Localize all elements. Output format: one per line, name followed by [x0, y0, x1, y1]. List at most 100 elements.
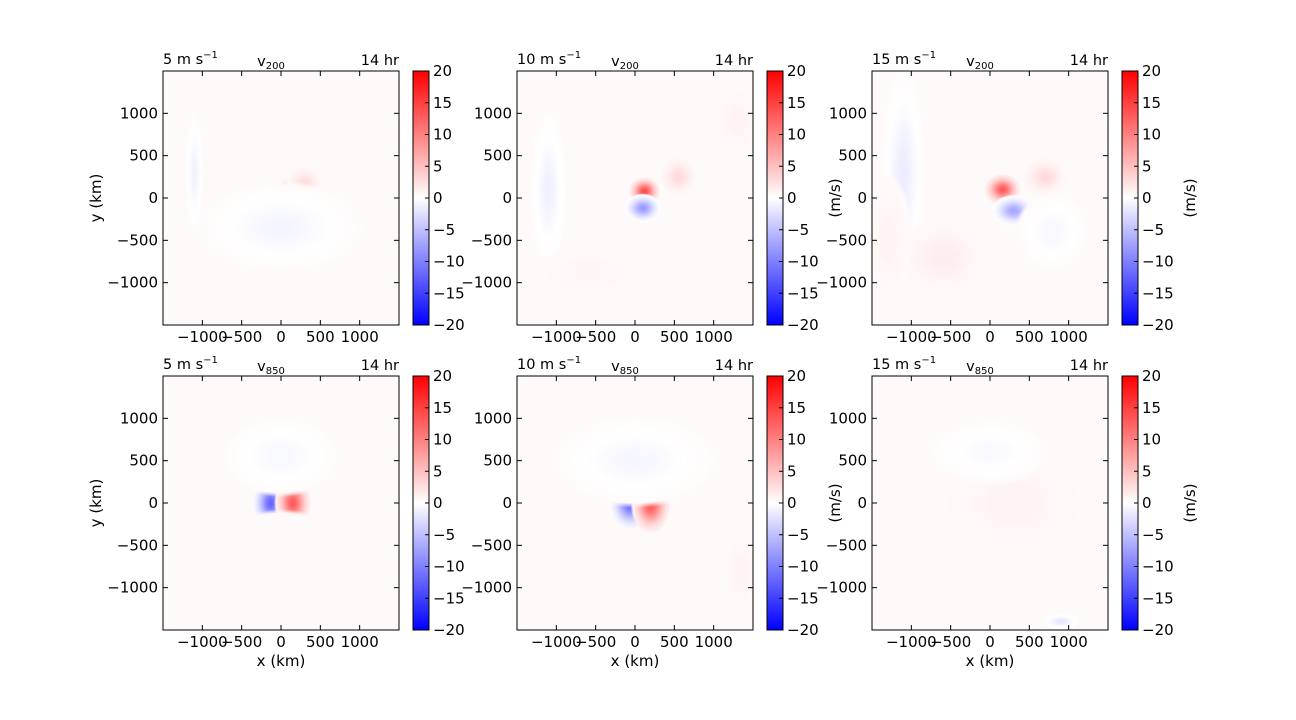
- field-features: [218, 415, 344, 591]
- field-feature: [872, 172, 913, 309]
- y-tick-label: 0: [502, 189, 512, 207]
- x-tick-label: −1000: [886, 633, 937, 651]
- y-tick-label: 0: [857, 189, 867, 207]
- colorbar-tick-label: 0: [787, 494, 797, 512]
- y-tick-label: −500: [471, 231, 512, 249]
- colorbar-label: (m/s): [826, 483, 844, 522]
- colorbar-tick-label: 5: [1142, 157, 1152, 175]
- colorbar-tick-label: −20: [433, 316, 465, 334]
- colorbar-tick-label: 20: [1142, 367, 1161, 385]
- time-label: 14 hr: [715, 358, 753, 374]
- colorbar-tick-label: 5: [787, 462, 797, 480]
- x-tick-label: −500: [930, 328, 971, 346]
- colorbar-tick-label: −20: [787, 621, 819, 639]
- field-feature: [659, 156, 698, 198]
- time-label: 14 hr: [1070, 358, 1108, 374]
- colorbar-tick-label: −10: [1142, 558, 1174, 576]
- speed-label: 15 m s−1: [872, 355, 936, 373]
- colorbar-tick-label: −10: [433, 558, 465, 576]
- x-tick-label: −1000: [177, 633, 228, 651]
- field-features: [524, 81, 753, 302]
- field-feature: [712, 81, 753, 163]
- colorbar-tick-label: 10: [1142, 126, 1161, 144]
- field-feature: [524, 247, 651, 302]
- field-feature: [892, 216, 994, 298]
- speed-label: 15 m s−1: [872, 50, 936, 68]
- colorbar-tick-label: 20: [1142, 62, 1161, 80]
- field-features: [872, 71, 1091, 309]
- x-tick-label: 500: [660, 633, 689, 651]
- y-tick-label: 500: [483, 452, 512, 470]
- colorbar-tick-label: −20: [433, 621, 465, 639]
- colorbar-label: (m/s): [1181, 483, 1199, 522]
- colorbar-tick-label: −5: [1142, 221, 1164, 239]
- colorbar-tick-label: 15: [1142, 399, 1161, 417]
- x-axis-label: x (km): [611, 652, 660, 670]
- y-tick-label: −500: [826, 536, 867, 554]
- colorbar-tick-label: 10: [787, 126, 806, 144]
- colorbar-tick-label: −15: [433, 284, 465, 302]
- colorbar-tick-label: −5: [1142, 526, 1164, 544]
- time-label: 14 hr: [715, 53, 753, 69]
- panel-title: v850: [257, 359, 285, 377]
- speed-label: 5 m s−1: [163, 50, 218, 68]
- speed-label: 5 m s−1: [163, 355, 218, 373]
- y-tick-label: 1000: [829, 409, 867, 427]
- x-tick-label: 0: [630, 328, 640, 346]
- x-tick-label: 0: [276, 328, 286, 346]
- field-feature: [623, 193, 662, 224]
- colorbar-tick-label: −10: [787, 558, 819, 576]
- field-feature: [1041, 613, 1080, 630]
- colorbar-tick-label: 15: [1142, 94, 1161, 112]
- colorbar-tick-label: −5: [433, 526, 455, 544]
- y-tick-label: −1000: [461, 579, 512, 597]
- x-tick-label: 0: [985, 328, 995, 346]
- colorbar-tick-label: 20: [433, 367, 452, 385]
- x-tick-label: −1000: [531, 633, 582, 651]
- x-tick-label: 1000: [695, 633, 733, 651]
- x-tick-label: 1000: [341, 328, 379, 346]
- colorbar-label: (m/s): [1181, 178, 1199, 217]
- colorbar-tick-label: −15: [1142, 589, 1174, 607]
- y-tick-label: 500: [129, 147, 158, 165]
- colorbar-tick-label: −15: [1142, 284, 1174, 302]
- y-tick-label: −500: [826, 231, 867, 249]
- x-tick-label: 500: [1015, 633, 1044, 651]
- field-feature: [722, 530, 753, 612]
- field-feature: [218, 508, 344, 591]
- colorbar-tick-label: −20: [1142, 621, 1174, 639]
- y-tick-label: −1000: [816, 579, 867, 597]
- x-tick-label: −500: [221, 328, 262, 346]
- speed-label: 10 m s−1: [517, 50, 581, 68]
- colorbar-tick-label: 10: [433, 126, 452, 144]
- colorbar-tick-label: 10: [787, 431, 806, 449]
- y-tick-label: 1000: [474, 104, 512, 122]
- panel-title: v850: [966, 359, 994, 377]
- colorbar-tick-label: 10: [433, 431, 452, 449]
- y-tick-label: 0: [857, 494, 867, 512]
- x-tick-label: 0: [630, 633, 640, 651]
- colorbar-tick-label: 0: [433, 189, 443, 207]
- x-tick-label: 500: [660, 328, 689, 346]
- y-tick-label: −1000: [461, 274, 512, 292]
- field-features: [546, 413, 753, 612]
- x-tick-label: 1000: [341, 633, 379, 651]
- colorbar-tick-label: 5: [433, 157, 443, 175]
- colorbar-tick-label: −15: [787, 589, 819, 607]
- colorbar-tick-label: 15: [433, 94, 452, 112]
- colorbar-tick-label: −5: [433, 221, 455, 239]
- x-axis-label: x (km): [257, 652, 306, 670]
- colorbar-tick-label: −15: [433, 589, 465, 607]
- colorbar-tick-label: −10: [433, 253, 465, 271]
- field-feature: [546, 413, 724, 509]
- x-tick-label: −500: [930, 633, 971, 651]
- colorbar-tick-label: 0: [433, 494, 443, 512]
- x-tick-label: −500: [221, 633, 262, 651]
- y-tick-label: −500: [117, 536, 158, 554]
- field-feature: [529, 108, 568, 271]
